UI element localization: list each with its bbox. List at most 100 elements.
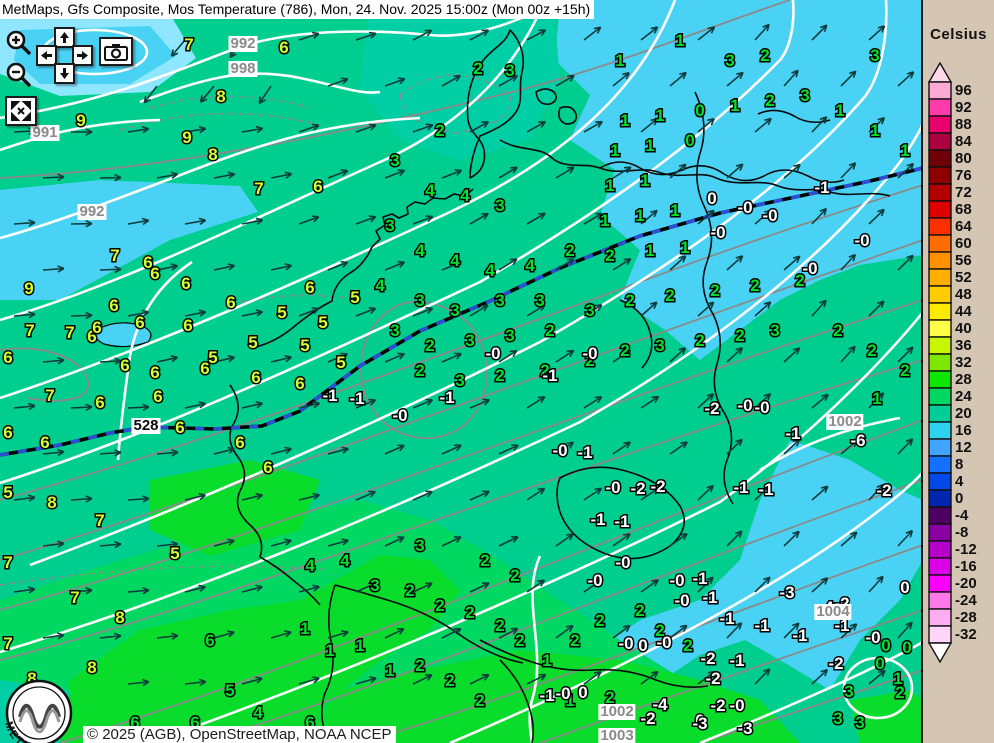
wind-arrow xyxy=(469,674,490,685)
temp-value: 2 xyxy=(475,691,484,710)
wind-arrow xyxy=(71,128,93,136)
zoom-in-button[interactable] xyxy=(6,30,32,61)
temp-value: 6 xyxy=(150,363,159,382)
pressure-label: 998 xyxy=(228,60,258,77)
wind-arrow xyxy=(555,258,575,271)
temp-value: 3 xyxy=(450,301,459,320)
temp-value: 6 xyxy=(143,253,152,272)
wind-arrow xyxy=(298,400,320,409)
legend-label: 0 xyxy=(955,490,963,507)
temp-value: 6 xyxy=(135,313,144,332)
thickness-label: 528 xyxy=(131,417,161,434)
temp-value: -2 xyxy=(700,649,715,668)
wind-arrow xyxy=(612,349,632,363)
temp-value: 6 xyxy=(235,433,244,452)
wind-arrow xyxy=(555,74,575,87)
wind-arrow xyxy=(412,123,434,133)
temp-value: 3 xyxy=(585,301,594,320)
temp-value: 2 xyxy=(655,621,664,640)
legend-label: 16 xyxy=(955,422,972,439)
wind-arrow xyxy=(640,301,658,317)
wind-arrow xyxy=(612,166,632,179)
wind-arrow xyxy=(298,676,320,685)
temp-value: -1 xyxy=(729,651,744,670)
wind-arrow xyxy=(555,166,575,179)
temp-value: 1 xyxy=(385,661,394,680)
temp-value: 6 xyxy=(263,458,272,477)
temp-value: -1 xyxy=(733,478,748,497)
wind-arrow xyxy=(498,258,518,271)
wind-arrow xyxy=(583,26,602,41)
temp-value: 5 xyxy=(300,336,309,355)
legend-box xyxy=(928,387,952,406)
wind-arrow xyxy=(754,209,772,225)
temp-value: 2 xyxy=(515,631,524,650)
wind-arrow xyxy=(99,449,122,457)
wind-arrow xyxy=(555,349,575,363)
wind-arrow xyxy=(811,299,827,317)
temp-value: 0 xyxy=(685,131,694,150)
legend-label: 96 xyxy=(955,82,972,99)
wind-arrow xyxy=(555,624,574,639)
snapshot-button[interactable] xyxy=(99,37,133,66)
wind-arrow xyxy=(241,217,264,225)
wind-arrow xyxy=(184,125,207,134)
temp-value: 1 xyxy=(635,206,644,225)
wind-arrow xyxy=(583,487,603,501)
pan-up-button[interactable] xyxy=(54,27,75,48)
wind-arrow xyxy=(526,29,547,41)
temp-value: 2 xyxy=(585,351,594,370)
wind-arrow xyxy=(612,624,631,639)
temp-value: 4 xyxy=(485,261,495,280)
map-band-teal-dk xyxy=(360,18,560,160)
temp-value: 5 xyxy=(3,483,12,502)
temp-value: 2 xyxy=(510,566,519,585)
wind-arrow xyxy=(441,352,462,363)
fullscreen-button[interactable] xyxy=(5,96,37,126)
wind-arrow xyxy=(754,484,771,501)
temp-value: -1 xyxy=(590,510,605,529)
thickness-line-528 xyxy=(0,166,923,457)
wind-arrow xyxy=(412,582,433,593)
legend-label: -4 xyxy=(955,507,969,524)
temp-value: 1 xyxy=(565,691,574,710)
wind-arrow xyxy=(184,309,207,317)
temp-value: 3 xyxy=(495,291,504,310)
legend-box xyxy=(928,183,952,202)
wind-arrow xyxy=(726,163,744,179)
pan-down-button[interactable] xyxy=(54,63,75,84)
wind-arrow xyxy=(754,392,772,409)
temp-value: -1 xyxy=(814,178,829,197)
temp-value: 0 xyxy=(900,578,909,597)
temp-value: -2 xyxy=(630,479,645,498)
wind-arrow xyxy=(469,304,489,317)
wind-arrow xyxy=(99,632,122,641)
temp-value: 7 xyxy=(3,553,12,572)
temp-value: -1 xyxy=(785,424,800,443)
wind-arrow xyxy=(526,487,546,501)
wind-arrow xyxy=(754,117,772,133)
zoom-out-button[interactable] xyxy=(6,62,32,93)
metmaps-logo: METMAPS xyxy=(2,679,73,743)
temp-value: 5 xyxy=(248,333,257,352)
temp-value: 7 xyxy=(184,35,193,54)
pan-right-button[interactable] xyxy=(72,45,93,66)
wind-arrow xyxy=(327,352,348,363)
wind-arrow xyxy=(583,395,603,409)
wind-arrow xyxy=(754,576,771,593)
pan-left-button[interactable] xyxy=(36,45,57,66)
temp-value: 0 xyxy=(881,636,890,655)
wind-arrow xyxy=(669,163,687,179)
wind-arrow xyxy=(241,492,263,501)
wind-arrow xyxy=(754,668,771,685)
temp-value: 2 xyxy=(415,656,424,675)
temp-value: 3 xyxy=(385,216,394,235)
temp-value: 3 xyxy=(505,61,514,80)
temp-value: 7 xyxy=(70,588,79,607)
legend-box xyxy=(928,234,952,253)
temp-value: 3 xyxy=(390,321,399,340)
wind-arrow xyxy=(526,673,547,685)
wind-arrow xyxy=(669,255,687,271)
